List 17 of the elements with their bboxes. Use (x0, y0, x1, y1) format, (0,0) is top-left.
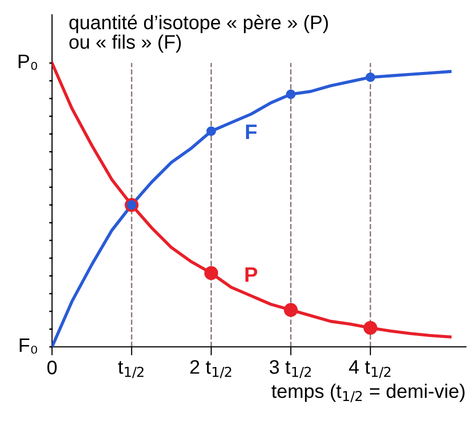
point (206, 126, 216, 136)
point (363, 320, 378, 335)
x-axis-title: temps (t$_{1/2}$ = demi-vie) (272, 384, 465, 402)
point (204, 266, 218, 280)
series-label: P (245, 267, 258, 282)
annotation: F₀ (20, 338, 38, 354)
x-tick-label: t$_{1/2}$ (118, 361, 144, 378)
point (284, 303, 298, 317)
point (366, 72, 376, 82)
x-tick-label: 0 (47, 360, 57, 374)
y-axis-title: quantité d’isotope « père » (P) ou « fils » (F) (69, 14, 328, 53)
x-tick-label: 4 t$_{1/2}$ (348, 360, 390, 378)
x-tick-label: 2 t$_{1/2}$ (190, 360, 232, 378)
annotation: P₀ (18, 54, 38, 70)
x-tick-label: 3 t$_{1/2}$ (270, 360, 311, 378)
point (286, 89, 296, 100)
series-label: F (246, 124, 257, 139)
